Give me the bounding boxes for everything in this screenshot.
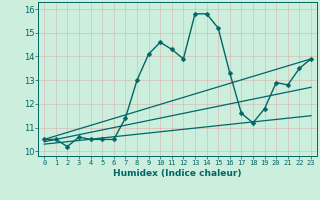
X-axis label: Humidex (Indice chaleur): Humidex (Indice chaleur): [113, 169, 242, 178]
